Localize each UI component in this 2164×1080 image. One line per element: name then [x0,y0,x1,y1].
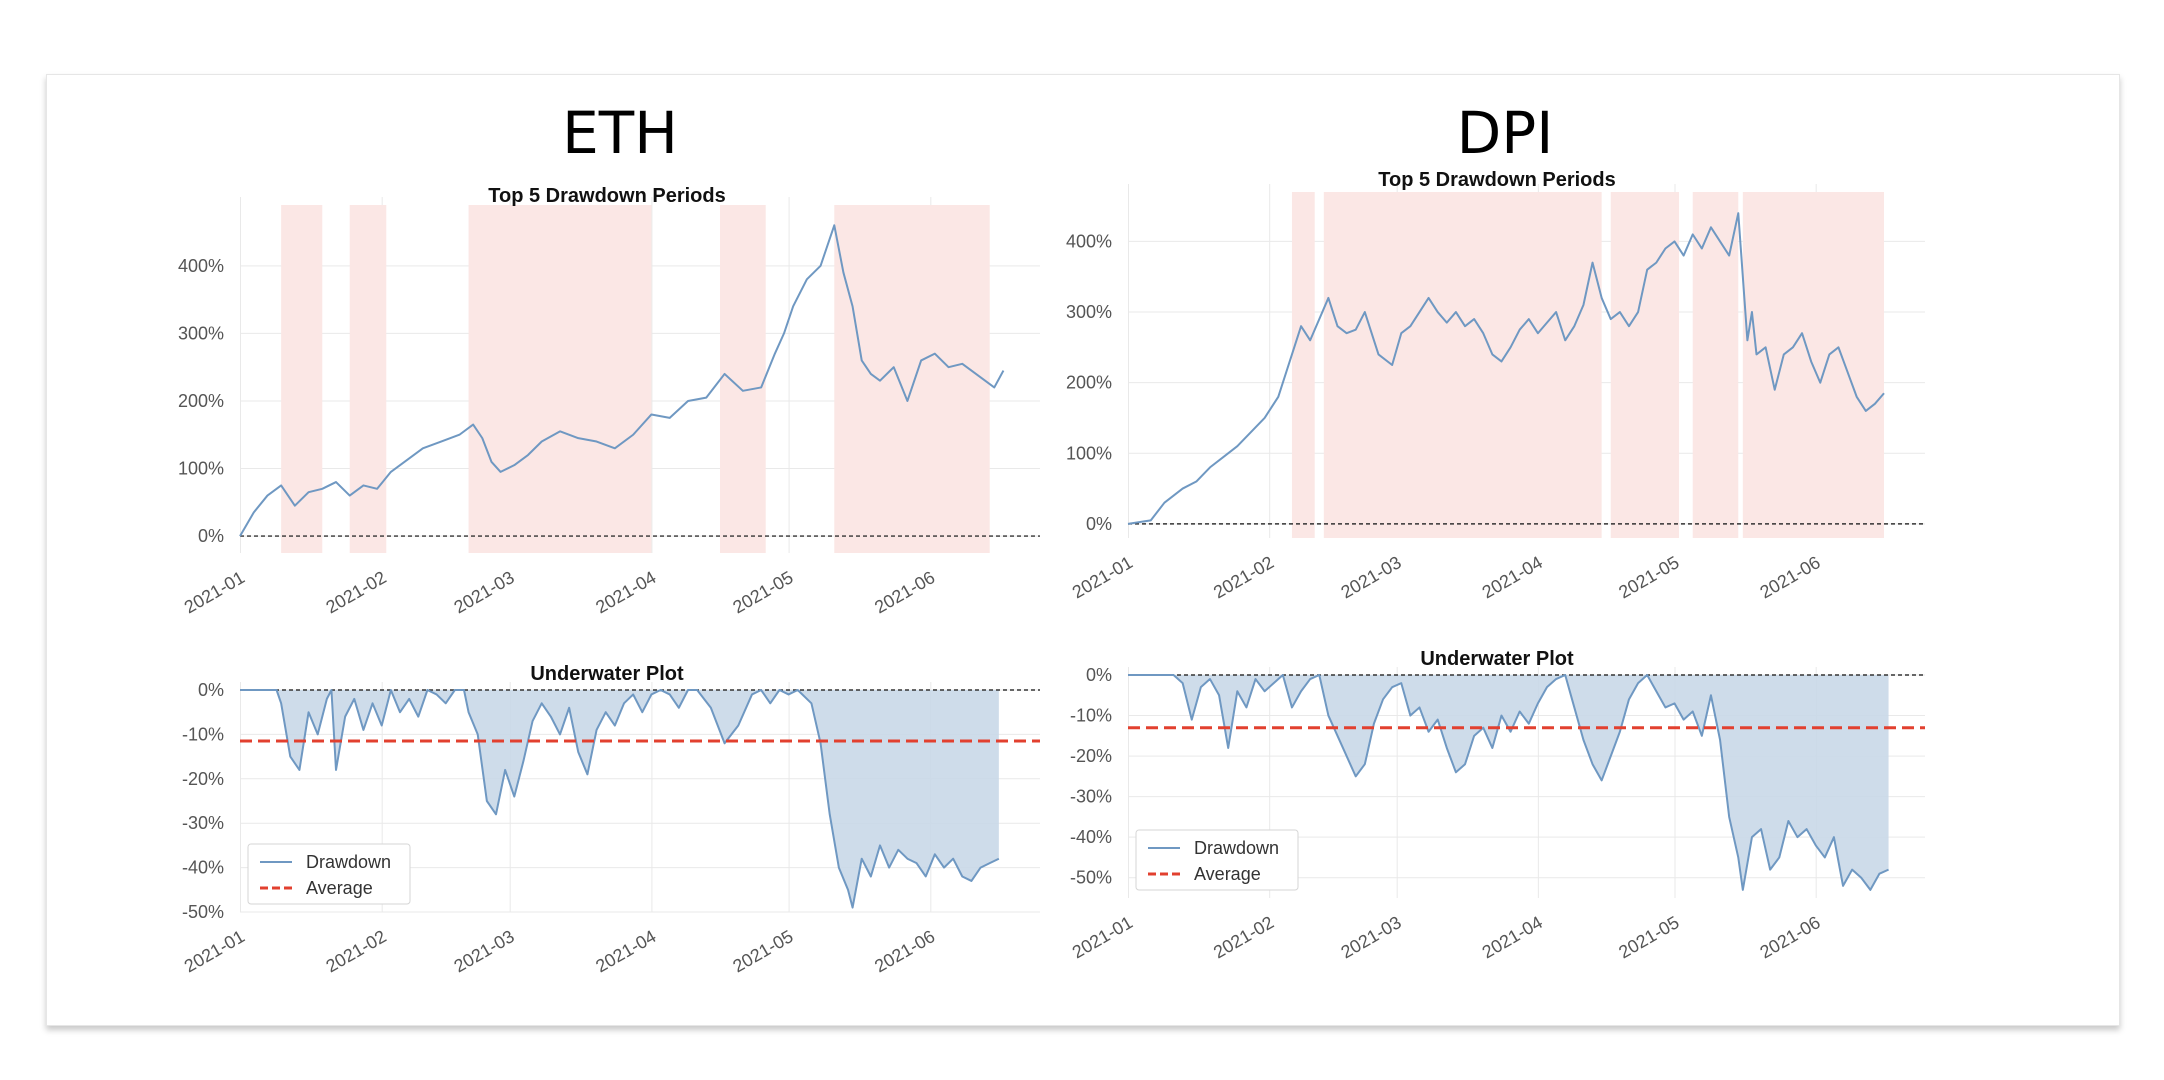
eth-x-tick-label: 2021-04 [592,926,659,976]
dpi-y-tick-label: 300% [1066,302,1112,322]
dpi-x-tick-label: 2021-04 [1479,912,1546,962]
dpi-y-tick-label: 100% [1066,443,1112,463]
eth-drawdown-area [240,690,999,908]
eth-drawdown-period [468,205,652,553]
eth-y-tick-label: 200% [178,391,224,411]
dpi-y-tick-label: -50% [1070,868,1112,888]
dpi-chart-title: Underwater Plot [1420,648,1574,670]
eth-drawdown-period [720,205,766,553]
eth-chart-title: Top 5 Drawdown Periods [488,185,725,207]
dpi-x-tick-label: 2021-02 [1210,912,1277,962]
dpi-x-tick-label: 2021-02 [1210,552,1277,602]
dpi-drawdown-line [1128,674,1889,891]
dpi-line-chart: Top 5 Drawdown Periods 0% 100% 200% 300% 400%… [1066,169,1925,602]
eth-y-tick-label: 300% [178,323,224,343]
eth-x-tick-label: 2021-01 [181,926,248,976]
eth-y-tick-label: 0% [198,526,224,546]
eth-y-tick-label: 0% [198,680,224,700]
eth-x-tick-label: 2021-02 [323,567,390,617]
dpi-drawdown-area [1128,675,1889,890]
dpi-x-tick-label: 2021-01 [1069,912,1136,962]
eth-area-chart: Underwater Plot 0% -10% -20% -30% -40% -50% 202… [181,663,1040,976]
eth-drawdown-line [240,689,1000,909]
eth-legend-drawdown-label: Drawdown [306,852,391,872]
eth-x-tick-label: 2021-03 [451,567,518,617]
eth-returns-line [239,224,1005,537]
dpi-x-tick-label: 2021-06 [1756,912,1823,962]
dpi-x-tick-label: 2021-05 [1615,552,1682,602]
eth-legend-average-label: Average [306,878,373,898]
eth-x-tick-label: 2021-05 [729,926,796,976]
eth-y-tick-label: -10% [182,724,224,744]
dpi-heading: DPI [1457,99,1554,167]
eth-y-tick-label: -20% [182,769,224,789]
dpi-x-tick-label: 2021-01 [1069,552,1136,602]
dpi-chart-title: Top 5 Drawdown Periods [1378,169,1615,191]
eth-x-tick-label: 2021-01 [181,567,248,617]
eth-line-chart: Top 5 Drawdown Periods 0% 100% 200% 300% 400%… [178,185,1040,617]
dpi-x-tick-label: 2021-06 [1756,552,1823,602]
eth-drawdown-period [834,205,990,553]
dpi-drawdown-period [1291,192,1315,538]
eth-drawdown-period [349,205,387,553]
dpi-area-chart: Underwater Plot 0% -10% -20% -30% -40% -50% 202… [1069,648,1925,962]
eth-y-tick-label: -30% [182,813,224,833]
dpi-x-tick-label: 2021-03 [1337,552,1404,602]
dpi-x-tick-label: 2021-04 [1479,552,1546,602]
eth-y-tick-label: 400% [178,256,224,276]
eth-heading: ETH [562,99,678,167]
dpi-returns-line [1127,212,1885,525]
eth-y-tick-label: 100% [178,459,224,479]
eth-x-tick-label: 2021-06 [871,567,938,617]
dpi-y-tick-label: 0% [1086,514,1112,534]
dpi-y-tick-label: 200% [1066,373,1112,393]
eth-x-tick-label: 2021-06 [871,926,938,976]
dpi-y-tick-label: -10% [1070,706,1112,726]
eth-x-tick-label: 2021-03 [451,926,518,976]
dpi-legend-average-label: Average [1194,864,1261,884]
dpi-y-tick-label: 0% [1086,665,1112,685]
eth-y-tick-label: -50% [182,902,224,922]
dpi-y-tick-label: -40% [1070,827,1112,847]
eth-x-tick-label: 2021-04 [592,567,659,617]
dpi-x-tick-label: 2021-03 [1337,912,1404,962]
eth-chart-title: Underwater Plot [530,663,684,685]
eth-drawdown-period [281,205,323,553]
eth-x-tick-label: 2021-05 [729,567,796,617]
dpi-drawdown-period [1323,192,1602,538]
dpi-y-tick-label: 400% [1066,231,1112,251]
dpi-drawdown-period [1610,192,1680,538]
dpi-x-tick-label: 2021-05 [1615,912,1682,962]
dpi-y-tick-label: -20% [1070,746,1112,766]
eth-y-tick-label: -40% [182,858,224,878]
chart-layer: Top 5 Drawdown Periods 0% 100% 200% 300% 400%… [178,169,1925,976]
dpi-legend-drawdown-label: Drawdown [1194,838,1279,858]
dpi-y-tick-label: -30% [1070,787,1112,807]
eth-x-tick-label: 2021-02 [323,926,390,976]
